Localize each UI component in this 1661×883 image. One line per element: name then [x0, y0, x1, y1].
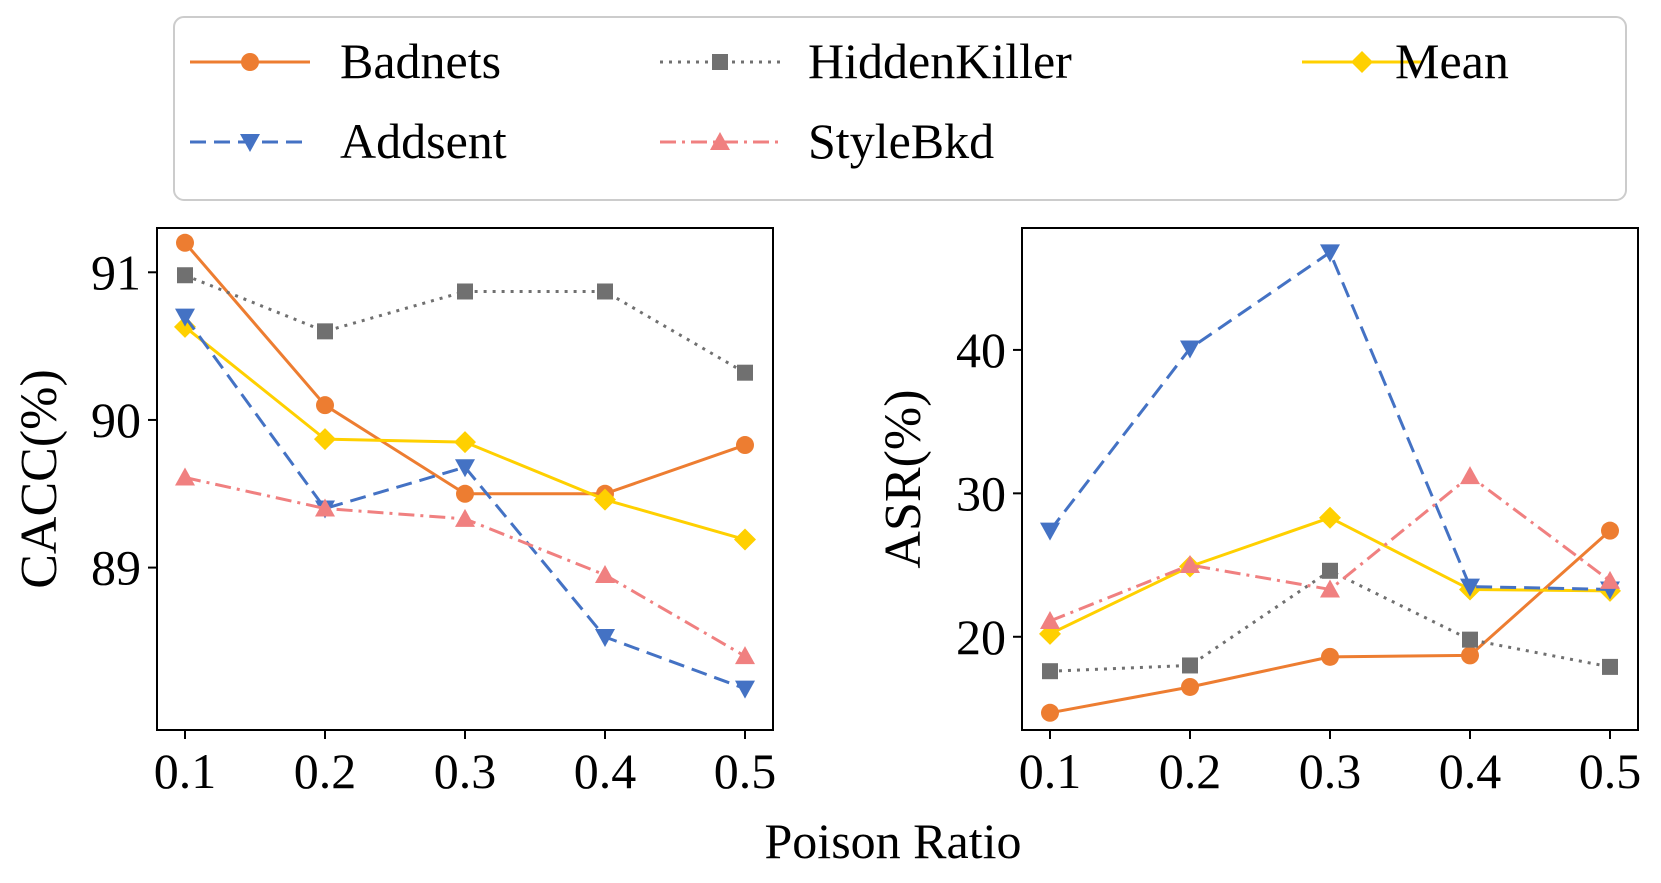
data-point-hiddenkiller — [737, 364, 753, 381]
legend: Badnets HiddenKiller Mean Addsent StyleBkd — [173, 16, 1627, 201]
data-point-addsent — [595, 628, 615, 647]
data-point-stylebkd — [175, 467, 195, 486]
x-tick-label: 0.4 — [574, 743, 637, 799]
data-point-badnets — [176, 233, 194, 252]
x-tick-label: 0.3 — [434, 743, 497, 799]
series-line-stylebkd — [1049, 474, 1611, 623]
legend-label-addsent: Addsent — [340, 113, 507, 169]
data-point-badnets — [456, 484, 474, 503]
y-axis-label: CACC(%) — [11, 369, 68, 589]
series-line-badnets — [183, 241, 746, 496]
legend-box — [173, 16, 1627, 201]
y-tick-label: 89 — [91, 540, 141, 596]
data-point-hiddenkiller — [1602, 658, 1618, 675]
series-line-badnets — [1049, 529, 1611, 715]
x-tick-label: 0.2 — [294, 743, 357, 799]
legend-label-stylebkd: StyleBkd — [808, 113, 994, 169]
legend-entry-hiddenkiller: HiddenKiller — [660, 33, 1072, 89]
x-tick-label: 0.5 — [714, 743, 777, 799]
data-point-addsent — [1460, 578, 1480, 597]
data-point-stylebkd — [1600, 570, 1620, 589]
series-badnets — [176, 233, 754, 503]
data-point-hiddenkiller — [1182, 657, 1198, 674]
data-point-addsent — [1320, 244, 1340, 263]
asr-panel: 0.1 0.2 0.3 0.4 0.5 20 30 40 ASR(%) — [875, 227, 1642, 799]
data-point-addsent — [455, 459, 475, 478]
data-point-mean — [594, 488, 616, 511]
series-hiddenkiller — [177, 267, 753, 381]
series-stylebkd — [175, 467, 755, 665]
data-point-stylebkd — [595, 564, 615, 583]
data-point-badnets — [316, 396, 334, 415]
data-point-stylebkd — [315, 498, 335, 517]
data-point-mean — [1319, 506, 1341, 529]
y-axis-label: ASR(%) — [875, 389, 932, 568]
series-line-hiddenkiller — [184, 273, 746, 374]
data-point-hiddenkiller — [597, 283, 613, 300]
legend-marker-mean — [1351, 51, 1373, 73]
data-point-mean — [454, 431, 476, 454]
legend-marker-badnets — [241, 53, 259, 71]
x-tick-label: 0.3 — [1299, 743, 1362, 799]
x-tick-label: 0.4 — [1439, 743, 1502, 799]
data-point-addsent — [1040, 522, 1060, 541]
legend-entry-addsent: Addsent — [190, 113, 507, 169]
y-tick-label: 90 — [91, 392, 141, 448]
data-point-hiddenkiller — [457, 283, 473, 300]
data-point-hiddenkiller — [317, 323, 333, 340]
data-point-badnets — [1321, 647, 1339, 666]
data-point-badnets — [736, 436, 754, 455]
data-point-mean — [174, 315, 196, 338]
data-point-hiddenkiller — [1462, 631, 1478, 648]
legend-label-hiddenkiller: HiddenKiller — [808, 33, 1072, 89]
legend-marker-addsent — [240, 134, 260, 152]
series-hiddenkiller — [1042, 562, 1618, 680]
data-point-hiddenkiller — [1322, 562, 1338, 579]
series-stylebkd — [1040, 466, 1620, 629]
data-point-addsent — [1180, 340, 1200, 359]
legend-marker-stylebkd — [710, 132, 730, 150]
series-addsent — [1040, 244, 1620, 600]
data-point-addsent — [735, 680, 755, 699]
legend-label-mean: Mean — [1395, 33, 1509, 89]
y-tick-label: 91 — [91, 244, 141, 300]
data-point-mean — [314, 428, 336, 451]
series-line-addsent — [183, 315, 746, 691]
data-point-addsent — [175, 308, 195, 327]
y-tick-label: 30 — [956, 465, 1006, 521]
series-line-stylebkd — [184, 476, 746, 658]
data-point-hiddenkiller — [177, 267, 193, 284]
data-point-badnets — [1041, 703, 1059, 722]
legend-entry-stylebkd: StyleBkd — [660, 113, 994, 169]
legend-entry-badnets: Badnets — [190, 33, 501, 89]
data-point-badnets — [1181, 677, 1199, 696]
y-tick-label: 20 — [956, 609, 1006, 665]
y-tick-label: 40 — [956, 322, 1006, 378]
x-tick-label: 0.5 — [1579, 743, 1642, 799]
series-badnets — [1041, 521, 1619, 722]
data-point-stylebkd — [1460, 466, 1480, 485]
plot-frame — [156, 227, 774, 731]
series-line-addsent — [1048, 250, 1611, 591]
x-tick-label: 0.1 — [1019, 743, 1082, 799]
series-addsent — [175, 308, 755, 699]
legend-entry-mean: Mean — [1302, 33, 1509, 89]
data-point-stylebkd — [735, 646, 755, 665]
series-mean — [174, 315, 756, 551]
data-point-stylebkd — [455, 508, 475, 527]
data-point-stylebkd — [1040, 610, 1060, 629]
legend-label-badnets: Badnets — [340, 33, 501, 89]
cacc-panel: 0.1 0.2 0.3 0.4 0.5 89 90 91 CACC(%) — [11, 227, 777, 799]
x-tick-label: 0.2 — [1159, 743, 1222, 799]
data-point-badnets — [1461, 646, 1479, 665]
data-point-mean — [734, 528, 756, 551]
data-point-stylebkd — [1180, 555, 1200, 574]
data-point-hiddenkiller — [1042, 663, 1058, 680]
x-tick-label: 0.1 — [154, 743, 217, 799]
legend-marker-hiddenkiller — [712, 54, 728, 70]
data-point-badnets — [1601, 521, 1619, 540]
data-point-stylebkd — [1320, 579, 1340, 598]
x-axis-label: Poison Ratio — [765, 813, 1022, 869]
